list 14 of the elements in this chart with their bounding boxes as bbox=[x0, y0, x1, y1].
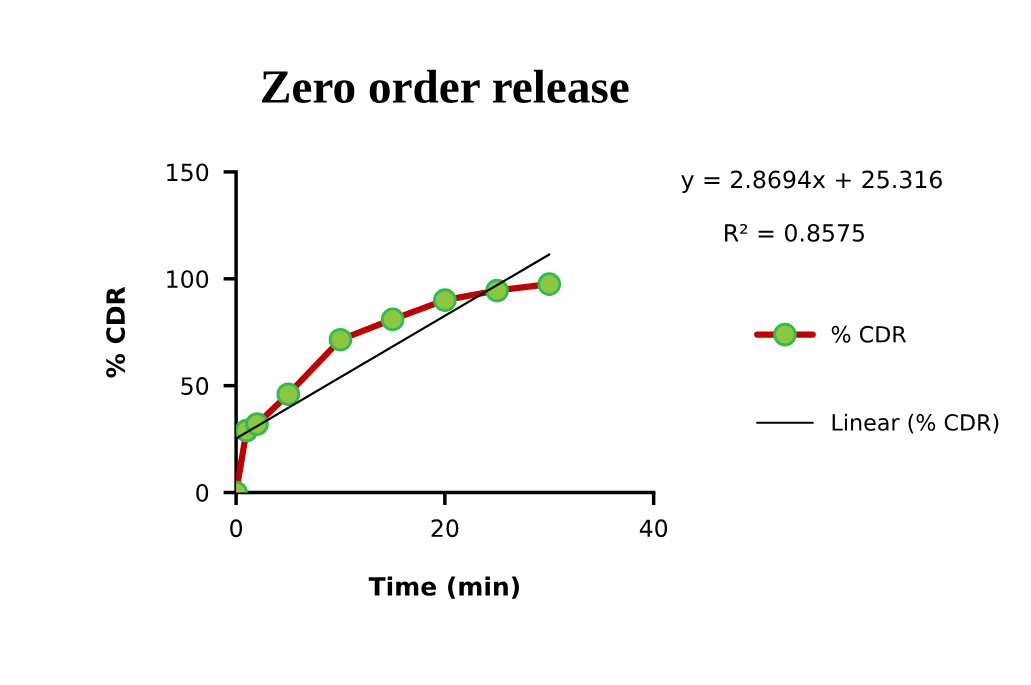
legend-label: Linear (% CDR) bbox=[832, 413, 999, 434]
x-axis-title: Time (min) bbox=[368, 576, 520, 599]
y-tick-label: 50 bbox=[181, 377, 209, 395]
x-tick-label: 20 bbox=[431, 519, 459, 538]
legend-label: % CDR bbox=[831, 325, 907, 343]
y-tick-label: 100 bbox=[167, 270, 209, 289]
text: R² = 0.8575 bbox=[725, 223, 864, 242]
y-tick-label: 0 bbox=[196, 483, 209, 502]
x-tick-label: 0 bbox=[230, 519, 243, 538]
chart-title: Zero order release bbox=[262, 69, 629, 103]
y-axis-title: % CDR bbox=[106, 286, 126, 378]
text: y = 2.8694x + 25.316 bbox=[681, 170, 942, 193]
x-tick-label: 40 bbox=[639, 519, 668, 538]
y-tick-label: 150 bbox=[167, 163, 209, 182]
